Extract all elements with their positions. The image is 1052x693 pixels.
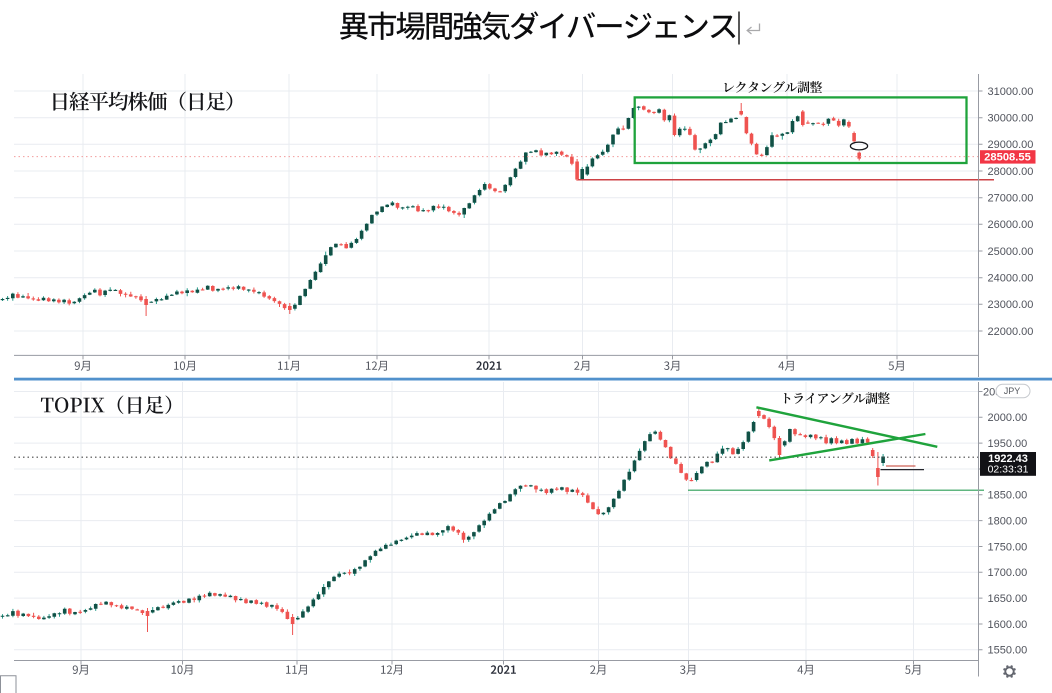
svg-text:23000.00: 23000.00 xyxy=(988,299,1034,311)
svg-text:26000.00: 26000.00 xyxy=(988,219,1034,231)
svg-text:1700.00: 1700.00 xyxy=(988,567,1028,579)
svg-text:29000.00: 29000.00 xyxy=(988,139,1034,151)
svg-text:31000.00: 31000.00 xyxy=(988,86,1034,98)
svg-text:1550.00: 1550.00 xyxy=(988,645,1028,657)
svg-text:25000.00: 25000.00 xyxy=(988,246,1034,258)
svg-text:1650.00: 1650.00 xyxy=(988,593,1028,605)
svg-text:1750.00: 1750.00 xyxy=(988,541,1028,553)
svg-text:1600.00: 1600.00 xyxy=(988,619,1028,631)
svg-text:28000.00: 28000.00 xyxy=(988,166,1034,178)
svg-text:1922.43: 1922.43 xyxy=(988,453,1028,465)
svg-text:30000.00: 30000.00 xyxy=(988,113,1034,125)
svg-text:24000.00: 24000.00 xyxy=(988,273,1034,285)
svg-text:1950.00: 1950.00 xyxy=(988,438,1028,450)
svg-text:02:33:31: 02:33:31 xyxy=(988,464,1029,476)
svg-text:2000.00: 2000.00 xyxy=(988,412,1028,424)
svg-text:27000.00: 27000.00 xyxy=(988,193,1034,205)
svg-text:1800.00: 1800.00 xyxy=(988,516,1028,528)
svg-text:1850.00: 1850.00 xyxy=(988,490,1028,502)
svg-text:JPY: JPY xyxy=(1004,386,1021,396)
svg-text:22000.00: 22000.00 xyxy=(988,326,1034,338)
svg-text:28508.55: 28508.55 xyxy=(984,152,1031,164)
